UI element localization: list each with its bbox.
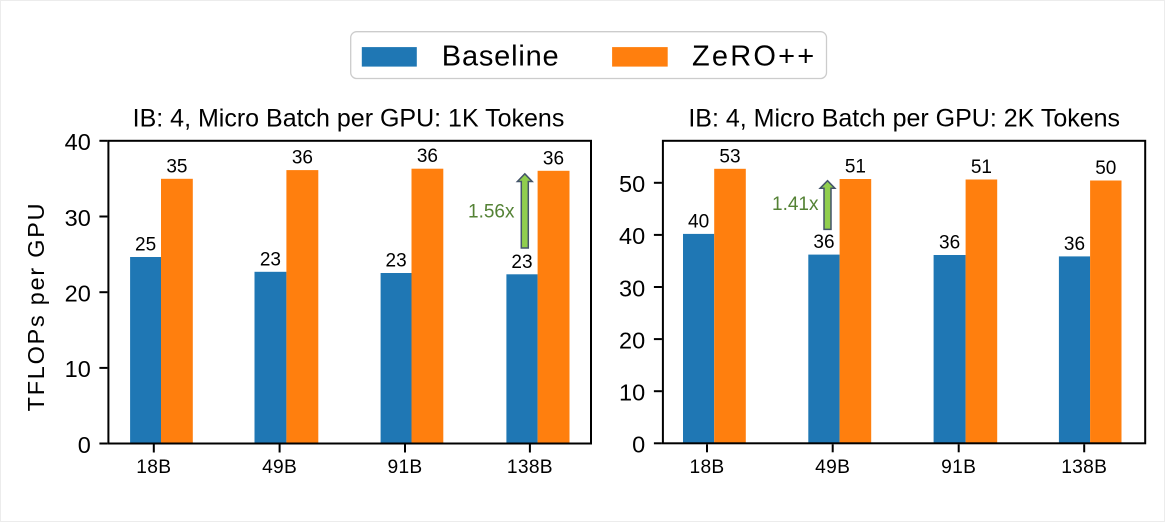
svg-text:1.41x: 1.41x <box>772 194 819 215</box>
svg-text:91B: 91B <box>387 457 422 478</box>
svg-text:35: 35 <box>166 156 187 177</box>
svg-text:36: 36 <box>1064 234 1085 255</box>
svg-text:IB: 4, Micro Batch per GPU: 2K: IB: 4, Micro Batch per GPU: 2K Tokens <box>688 105 1120 133</box>
svg-text:23: 23 <box>386 251 407 272</box>
svg-text:IB: 4, Micro Batch per GPU: 1K: IB: 4, Micro Batch per GPU: 1K Tokens <box>133 105 565 133</box>
svg-text:36: 36 <box>292 148 313 169</box>
svg-text:51: 51 <box>845 157 866 178</box>
svg-text:40: 40 <box>65 129 91 155</box>
svg-text:36: 36 <box>939 233 960 254</box>
svg-text:40: 40 <box>688 211 709 232</box>
svg-text:18B: 18B <box>689 457 724 478</box>
svg-text:50: 50 <box>1095 158 1116 179</box>
svg-text:91B: 91B <box>941 457 976 478</box>
svg-text:23: 23 <box>260 249 281 270</box>
svg-text:Baseline: Baseline <box>442 40 560 72</box>
svg-text:36: 36 <box>417 146 438 167</box>
svg-text:36: 36 <box>543 148 564 169</box>
svg-text:20: 20 <box>65 281 91 307</box>
svg-text:50: 50 <box>619 171 645 197</box>
svg-text:10: 10 <box>619 380 645 406</box>
svg-text:49B: 49B <box>262 457 297 478</box>
svg-text:ZeRO++: ZeRO++ <box>692 40 816 72</box>
svg-text:49B: 49B <box>815 457 850 478</box>
svg-text:138B: 138B <box>507 457 553 478</box>
svg-text:10: 10 <box>65 356 91 382</box>
svg-text:40: 40 <box>619 223 645 249</box>
svg-text:30: 30 <box>65 205 91 231</box>
svg-text:30: 30 <box>619 275 645 301</box>
svg-text:25: 25 <box>135 235 156 256</box>
svg-text:0: 0 <box>632 432 645 458</box>
svg-text:51: 51 <box>971 157 992 178</box>
svg-text:138B: 138B <box>1061 457 1107 478</box>
svg-text:0: 0 <box>78 432 91 458</box>
svg-text:20: 20 <box>619 327 645 353</box>
svg-text:36: 36 <box>813 232 834 253</box>
svg-text:TFLOPs per GPU: TFLOPs per GPU <box>23 202 49 412</box>
svg-text:18B: 18B <box>136 457 171 478</box>
svg-text:1.56x: 1.56x <box>468 202 515 223</box>
svg-text:53: 53 <box>719 146 740 167</box>
svg-text:23: 23 <box>511 252 532 273</box>
